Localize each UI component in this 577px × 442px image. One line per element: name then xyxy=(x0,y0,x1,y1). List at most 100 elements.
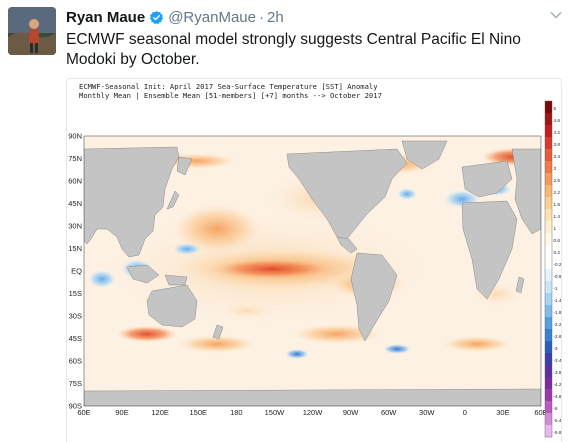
latitude-labels: 90N 75N 60N 45N 30N 15N EQ 15S 30S 45S 60S 75S 90S xyxy=(68,132,82,411)
latitude-label: 15N xyxy=(68,244,82,253)
colorbar-swatch xyxy=(545,197,552,210)
colorbar-label: -5.4 xyxy=(554,418,562,423)
colorbar-swatch xyxy=(545,401,552,414)
colorbar-label: -2.2 xyxy=(554,322,562,327)
longitude-label: 180 xyxy=(230,408,243,417)
land-new-zealand xyxy=(212,324,224,340)
colorbar-swatch xyxy=(545,293,552,306)
colorbar-label: 5 xyxy=(554,106,557,111)
colorbar-swatch xyxy=(545,377,552,390)
latitude-label: 30S xyxy=(69,312,82,321)
land-greenland xyxy=(401,140,448,170)
colorbar-label: -3 xyxy=(554,346,559,351)
colorbar-swatch xyxy=(545,317,552,330)
longitude-label: 150E xyxy=(189,408,207,417)
tweet-media-card[interactable]: ECMWF-Seasonal Init: April 2017 Sea-Surf… xyxy=(66,78,562,442)
colorbar-label: 1.4 xyxy=(554,214,561,219)
colorbar-swatch xyxy=(545,125,552,138)
colorbar-swatch xyxy=(545,425,552,438)
colorbar-label: 4.2 xyxy=(554,130,561,135)
colorbar-swatch xyxy=(545,257,552,270)
avatar-photo xyxy=(8,7,56,55)
tweet-timestamp[interactable]: 2h xyxy=(266,8,284,26)
land-madagascar xyxy=(515,276,525,294)
latitude-label: 60S xyxy=(69,357,82,366)
colorbar-swatch xyxy=(545,185,552,198)
longitude-label: 60E xyxy=(534,408,547,417)
land-maritime-se-asia xyxy=(126,264,160,284)
longitude-label: 120E xyxy=(151,408,169,417)
land-kamchatka xyxy=(176,156,193,176)
colorbar-label: 3 xyxy=(554,166,557,171)
colorbar-swatch xyxy=(545,209,552,222)
colorbar-swatch xyxy=(545,149,552,162)
latitude-label: 30N xyxy=(68,222,82,231)
colorbar-swatch xyxy=(545,233,552,246)
chevron-down-icon[interactable] xyxy=(549,8,563,22)
latitude-label: 15S xyxy=(69,289,82,298)
longitude-label: 0 xyxy=(463,408,467,417)
colorbar-label: -0.2 xyxy=(554,262,562,267)
colorbar-swatch xyxy=(545,305,552,318)
colorbar-label: -1.8 xyxy=(554,310,562,315)
colorbar-swatch xyxy=(545,137,552,150)
colorbar-swatch xyxy=(545,101,552,114)
land-asia xyxy=(84,146,180,258)
colorbar-swatch xyxy=(545,161,552,174)
land-masses xyxy=(84,140,541,406)
tweet-text: ECMWF seasonal model strongly suggests C… xyxy=(66,31,521,68)
colorbar-swatch xyxy=(545,365,552,378)
latitude-label: 45N xyxy=(68,199,82,208)
author-name[interactable]: Ryan Maue xyxy=(66,8,146,26)
longitude-label: 30E xyxy=(496,408,509,417)
colorbar-label: 4.6 xyxy=(554,118,561,123)
land-central-america xyxy=(336,236,358,254)
latitude-label: 90S xyxy=(69,402,82,411)
colorbar-label: -4.2 xyxy=(554,382,562,387)
colorbar-swatch xyxy=(545,341,552,354)
longitude-label: 60W xyxy=(381,408,397,417)
colorbar-label: 3.4 xyxy=(554,154,561,159)
colorbar-label: 2.2 xyxy=(554,190,561,195)
colorbar-swatch xyxy=(545,281,552,294)
colorbar-swatch xyxy=(545,353,552,366)
longitude-label: 150W xyxy=(265,408,286,417)
latitude-label: 75S xyxy=(69,379,82,388)
colorbar-label: 2.6 xyxy=(554,178,561,183)
longitude-label: 90W xyxy=(343,408,359,417)
colorbar-frame xyxy=(544,100,553,438)
colorbar-label: -1.4 xyxy=(554,298,562,303)
colorbar-label: -5.8 xyxy=(554,430,562,435)
colorbar-label: 0.6 xyxy=(554,238,561,243)
avatar[interactable] xyxy=(8,7,56,55)
colorbar-swatch xyxy=(545,113,552,126)
land-australia xyxy=(146,284,198,328)
colorbar-swatch xyxy=(545,413,552,426)
header-separator: · xyxy=(258,8,264,26)
colorbar-label: 1 xyxy=(554,226,557,231)
colorbar-label: -5 xyxy=(554,406,559,411)
chart-title-line-1: ECMWF-Seasonal Init: April 2017 Sea-Surf… xyxy=(79,82,378,91)
land-south-america xyxy=(350,252,398,342)
colorbar-swatch xyxy=(545,221,552,234)
colorbar-label: 3.8 xyxy=(554,142,561,147)
chart-title-line-2: Monthly Mean | Ensemble Mean [51-members… xyxy=(79,91,382,100)
author-handle[interactable]: @RyanMaue xyxy=(168,8,256,26)
colorbar-label: 0.2 xyxy=(554,250,561,255)
land-asia-east-of-dateline xyxy=(511,148,541,235)
latitude-label: EQ xyxy=(71,267,82,276)
land-antarctica xyxy=(84,388,541,406)
longitude-label: 60E xyxy=(77,408,90,417)
colorbar: 5 4.6 4.2 3.8 3.4 3 2.6 2.2 1.8 1.4 1 0.6 0.2 -0.2 -0.… xyxy=(544,100,562,438)
land-north-america xyxy=(286,148,408,242)
tweet-header: Ryan Maue @RyanMaue · 2h xyxy=(66,8,284,26)
colorbar-swatch xyxy=(545,269,552,282)
longitude-labels: 60E 90E 120E 150E 180 150W 120W 90W 60W 30W 0 30E 60… xyxy=(77,408,547,417)
colorbar-swatch xyxy=(545,173,552,186)
colorbar-label: -1 xyxy=(554,286,559,291)
colorbar-swatch xyxy=(545,329,552,342)
longitude-label: 30W xyxy=(419,408,435,417)
colorbar-label: -2.6 xyxy=(554,334,562,339)
colorbar-swatch xyxy=(545,245,552,258)
colorbar-label: -3.8 xyxy=(554,370,562,375)
